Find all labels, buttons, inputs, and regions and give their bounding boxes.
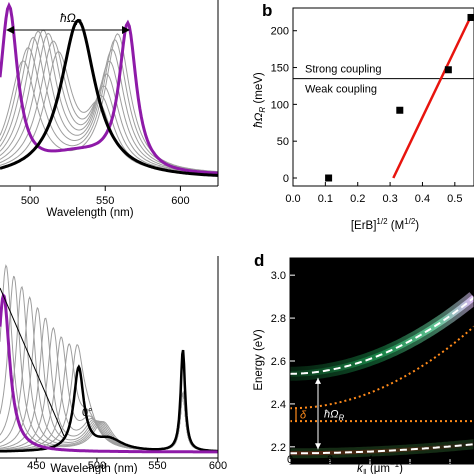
panel-c-xlabel: Wavelength (nm) — [50, 463, 137, 474]
panel-c-angle-label: 0° — [82, 407, 93, 419]
panel-a-xlabel: Wavelength (nm) — [46, 207, 133, 219]
x-tick-label: 0.4 — [415, 193, 430, 205]
y-tick-label: 200 — [271, 26, 289, 38]
y-tick-label: 2.2 — [271, 442, 286, 454]
y-tick-label: 100 — [271, 99, 289, 111]
x-tick-label: 4 — [367, 454, 373, 466]
x-tick-label: 8 — [447, 454, 453, 466]
x-tick-label: 550 — [96, 195, 114, 207]
panel-b-weak-label: Weak coupling — [305, 84, 377, 96]
panel-d-rabi-label: ħΩR — [324, 409, 345, 423]
arrow-right-icon — [122, 26, 130, 34]
x-tick-label: 500 — [21, 195, 39, 207]
upper-polariton-dashed-line — [290, 296, 474, 375]
y-tick-label: 0 — [283, 173, 289, 185]
x-tick-label: 500 — [88, 460, 106, 472]
data-point — [467, 13, 474, 21]
x-tick-label: 600 — [209, 460, 227, 472]
y-tick-label: 2.4 — [271, 399, 286, 411]
y-tick-label: 2.8 — [271, 313, 286, 325]
data-point — [396, 106, 404, 114]
arrow-left-icon — [6, 26, 14, 34]
gray-spectrum-line — [0, 39, 218, 173]
arrow-down-icon — [315, 443, 321, 450]
x-tick-label: 0.1 — [318, 193, 333, 205]
gray-spectrum-line — [0, 343, 218, 452]
panel-b-scatter: b 0.0 0.1 0.2 0.3 0.4 0.5 0 50 100 150 200 Strong … — [253, 1, 474, 232]
black-spectrum-line — [0, 18, 218, 177]
panel-d-rabi-arrow: ħΩR — [315, 377, 345, 450]
y-tick-label: 3.0 — [271, 270, 286, 282]
arrow-up-icon — [315, 377, 321, 384]
panel-c-angle-line — [0, 287, 65, 437]
x-tick-label: 0.5 — [447, 193, 462, 205]
gray-spectrum-line — [0, 264, 218, 452]
y-tick-label: 50 — [277, 136, 289, 148]
x-tick-label: 600 — [171, 195, 189, 207]
delta-label: δ — [300, 410, 307, 422]
x-tick-label: 0.2 — [350, 193, 365, 205]
panel-d-xlabel: k∥ (μm−1) — [357, 460, 403, 474]
x-tick-label: 550 — [148, 460, 166, 472]
y-tick-label: 2.6 — [271, 356, 286, 368]
panel-b-label: b — [262, 1, 272, 20]
panel-d-label: d — [254, 251, 264, 270]
panel-c-spectra: 0° 450 500 550 600 Wavelength (nm) — [0, 256, 227, 474]
panel-a-rabi-label: ħΩR — [60, 11, 82, 27]
x-tick-label: 0 — [287, 454, 293, 466]
data-point — [444, 66, 452, 74]
x-tick-label: 6 — [407, 454, 413, 466]
panel-d-heatmap: d δ 2.2 2.4 2.6 2.8 3.0 0 2 4 6 8 ħΩR Energy (eV)… — [253, 251, 474, 474]
black-spectrum-line — [0, 349, 218, 453]
y-tick-label: 150 — [271, 63, 289, 75]
panel-b-frame — [292, 7, 474, 187]
panel-d-ylabel: Energy (eV) — [253, 329, 265, 391]
gray-spectrum-line — [0, 33, 218, 173]
panel-b-ylabel: ħΩR (meV) — [253, 72, 267, 128]
cavity-mode-dotted-line — [290, 325, 474, 410]
purple-spectrum-line — [0, 292, 218, 454]
panel-b-xlabel: [ErB]1/2 (M1/2) — [351, 217, 419, 232]
panel-a-spectra: 500 550 600 Wavelength (nm) ħΩR — [0, 0, 219, 219]
x-tick-label: 0.0 — [285, 193, 300, 205]
lower-polariton-dashed-line — [290, 443, 474, 455]
x-tick-label: 2 — [327, 454, 333, 466]
panel-b-strong-label: Strong coupling — [305, 64, 381, 76]
data-point — [325, 174, 333, 182]
x-tick-label: 450 — [27, 460, 45, 472]
panel-b-fit-line — [392, 15, 473, 179]
x-tick-label: 0.3 — [382, 193, 397, 205]
